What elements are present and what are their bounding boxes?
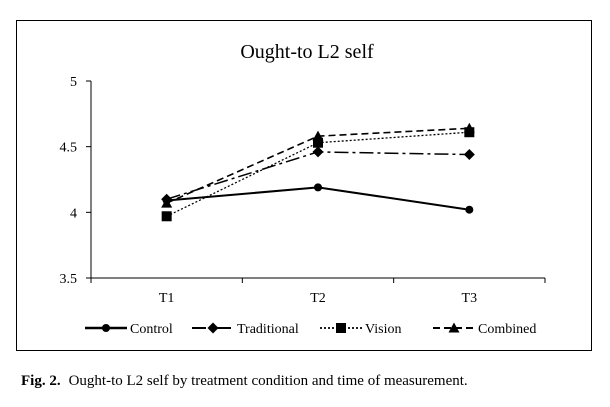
legend-label: Combined [478, 322, 536, 337]
series-control [162, 183, 474, 214]
data-point [313, 137, 323, 148]
legend-item: Combined [433, 322, 536, 337]
figure-caption: Fig. 2. Ought-to L2 self by treatment con… [21, 372, 606, 390]
legend-item: Vision [320, 322, 402, 337]
chart-frame: Ought-to L2 self 3.5 4 4.5 5 T1 T2 T3 Control T… [16, 20, 592, 351]
series-vision [161, 127, 475, 222]
data-point [312, 146, 324, 158]
y-tick-label: 4 [70, 206, 77, 221]
chart-title: Ought-to L2 self [240, 41, 374, 63]
series-layer [161, 122, 475, 222]
series-line [166, 151, 470, 200]
x-tick-label: T3 [462, 291, 478, 306]
legend-marker [207, 322, 219, 334]
series-combined [161, 122, 475, 208]
y-tick-label: 5 [70, 75, 77, 90]
y-tick-label: 3.5 [60, 272, 78, 287]
x-tick-label: T1 [159, 291, 175, 306]
caption-label: Fig. 2. [21, 373, 61, 389]
legend-item: Traditional [192, 322, 299, 337]
data-point [312, 130, 324, 141]
legend-label: Control [130, 322, 173, 337]
legend-item: Control [85, 322, 173, 337]
data-point [314, 183, 322, 192]
data-point [463, 149, 475, 161]
line-chart: Ought-to L2 self 3.5 4 4.5 5 T1 T2 T3 Control T… [60, 41, 546, 337]
legend-label: Traditional [237, 322, 299, 337]
data-point [161, 197, 173, 208]
data-point [161, 211, 172, 222]
legend-marker [448, 322, 460, 333]
legend: Control Traditional Vision Combined [85, 322, 536, 337]
data-point [465, 205, 474, 214]
y-tick-label: 4.5 [60, 141, 78, 156]
data-point [463, 122, 475, 133]
legend-marker [336, 323, 346, 333]
legend-marker [102, 324, 110, 332]
x-tick-label: T2 [310, 291, 326, 306]
caption-text: Ought-to L2 self by treatment condition … [68, 373, 468, 389]
axes: 3.5 4 4.5 5 T1 T2 T3 [60, 75, 546, 306]
legend-label: Vision [365, 322, 402, 337]
